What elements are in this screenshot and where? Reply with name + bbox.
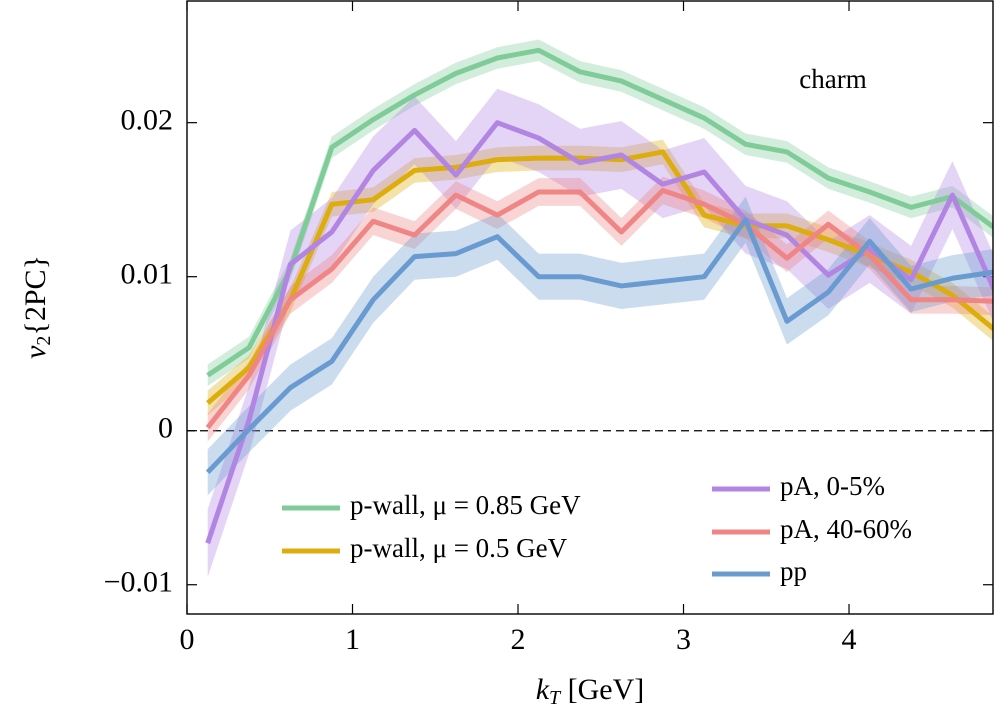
annotation: charm: [799, 64, 866, 94]
y-tick-label: 0.01: [121, 258, 174, 291]
series-line: [206, 47, 993, 378]
legend: p-wall, μ = 0.85 GeV p-wall, μ = 0.5 GeV p…: [282, 471, 912, 586]
error-band: [207, 196, 993, 496]
y-tick-label: −0.01: [104, 566, 173, 599]
error-band: [207, 88, 993, 578]
x-tick-label: 0: [180, 623, 195, 656]
legend-label: p-wall, μ = 0.85 GeV: [350, 490, 581, 520]
x-label-var: k: [536, 673, 550, 706]
legend-label: pA, 40-60%: [780, 514, 912, 544]
x-tick-label: 1: [345, 623, 360, 656]
x-axis-label: kT [GeV]: [536, 673, 645, 709]
x-label-rest: [GeV]: [560, 673, 644, 706]
y-tick-label: 0.02: [121, 104, 174, 137]
y-label-sub: 2: [33, 336, 55, 346]
plot: [205, 39, 993, 578]
x-tick-label: 4: [842, 623, 857, 656]
y-axis-label: v2{2PC}: [19, 255, 55, 359]
plot-frame: [186, 0, 994, 615]
series-line: [205, 217, 993, 475]
x-label-sub: T: [549, 687, 562, 709]
legend-label: p-wall, μ = 0.5 GeV: [350, 533, 568, 563]
x-tick-label: 2: [511, 623, 526, 656]
y-label-rest: {2PC}: [19, 255, 52, 336]
y-label-var: v: [19, 345, 52, 359]
legend-label: pp: [780, 556, 807, 586]
legend-label: pA, 0-5%: [780, 471, 885, 501]
y-tick-label: 0: [158, 412, 173, 445]
x-tick-label: 3: [676, 623, 691, 656]
